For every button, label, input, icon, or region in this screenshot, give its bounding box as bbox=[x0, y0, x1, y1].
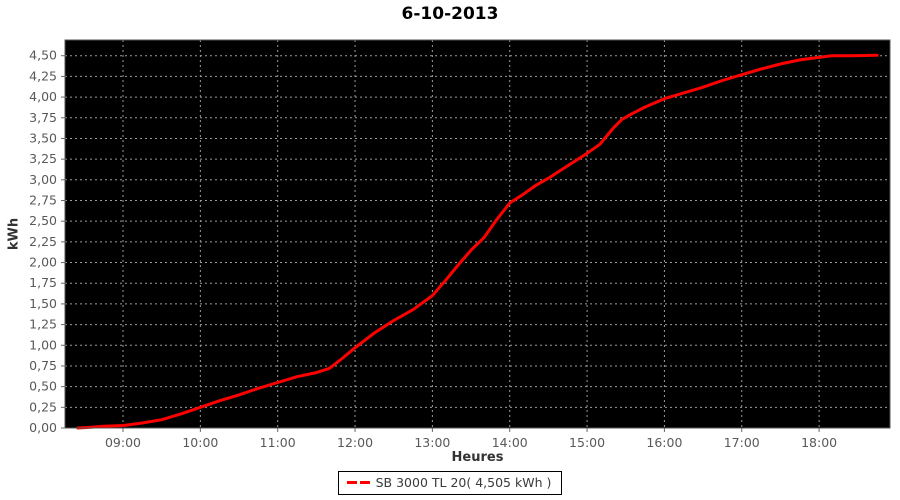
legend-row: SB 3000 TL 20( 4,505 kWh ) bbox=[0, 471, 900, 495]
y-tick-label: 0,50 bbox=[29, 379, 57, 394]
series-line bbox=[76, 53, 879, 430]
y-tick-label: 2,25 bbox=[29, 234, 57, 249]
x-tick-label: 11:00 bbox=[260, 435, 296, 450]
legend: SB 3000 TL 20( 4,505 kWh ) bbox=[337, 471, 563, 495]
legend-line-marker bbox=[346, 481, 370, 484]
plot-border bbox=[64, 39, 891, 429]
plot-background bbox=[65, 40, 890, 428]
x-tick-label: 09:00 bbox=[105, 435, 141, 450]
x-tick-label: 18:00 bbox=[801, 435, 837, 450]
y-tick-label: 3,75 bbox=[29, 110, 57, 125]
y-tick-label: 4,00 bbox=[29, 89, 57, 104]
y-tick-label: 0,00 bbox=[29, 420, 57, 435]
x-tick-label: 16:00 bbox=[646, 435, 682, 450]
y-tick-label: 2,00 bbox=[29, 255, 57, 270]
y-tick-label: 4,25 bbox=[29, 68, 57, 83]
y-tick-label: 1,25 bbox=[29, 317, 57, 332]
y-tick-label: 2,75 bbox=[29, 192, 57, 207]
y-tick-label: 1,50 bbox=[29, 296, 57, 311]
x-tick-label: 15:00 bbox=[569, 435, 605, 450]
y-tick-label: 1,00 bbox=[29, 337, 57, 352]
x-axis-title: Heures bbox=[451, 450, 504, 465]
x-tick-label: 12:00 bbox=[337, 435, 373, 450]
y-tick-label: 2,50 bbox=[29, 213, 57, 228]
y-tick-label: 3,25 bbox=[29, 151, 57, 166]
chart-title: 6-10-2013 bbox=[401, 4, 499, 24]
y-tick-label: 3,00 bbox=[29, 172, 57, 187]
x-tick-label: 14:00 bbox=[492, 435, 528, 450]
y-tick-label: 4,50 bbox=[29, 48, 57, 63]
x-tick-label: 17:00 bbox=[724, 435, 760, 450]
y-tick-label: 0,75 bbox=[29, 358, 57, 373]
y-tick-label: 1,75 bbox=[29, 275, 57, 290]
y-tick-label: 0,25 bbox=[29, 399, 57, 414]
x-tick-label: 10:00 bbox=[182, 435, 218, 450]
legend-series-label: SB 3000 TL 20( 4,505 kWh ) bbox=[375, 475, 552, 490]
x-tick-label: 13:00 bbox=[414, 435, 450, 450]
y-tick-label: 3,50 bbox=[29, 130, 57, 145]
